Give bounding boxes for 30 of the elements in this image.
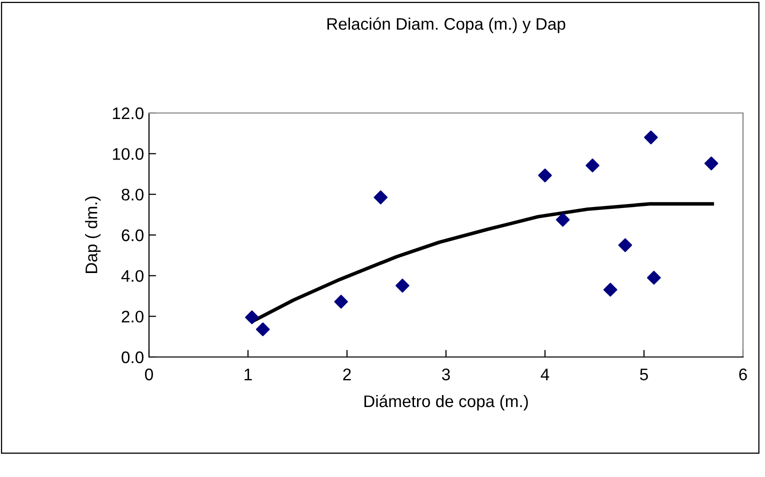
point bbox=[586, 158, 600, 172]
y-tick-label: 6.0 bbox=[122, 229, 144, 242]
point bbox=[374, 190, 388, 204]
point bbox=[396, 278, 410, 293]
y-tick-label: 0.0 bbox=[122, 351, 144, 364]
y-axis-title: Dap ( dm.) bbox=[85, 196, 101, 273]
x-tick-label: 6 bbox=[739, 368, 747, 380]
chart-title: Relación Diam. Copa (m.) y Dap bbox=[327, 17, 566, 34]
point bbox=[556, 212, 570, 227]
y-tick-label: 10.0 bbox=[112, 148, 144, 160]
point bbox=[245, 310, 259, 324]
y-tick-label: 8.0 bbox=[122, 188, 144, 201]
x-axis-title: Diámetro de copa (m.) bbox=[364, 394, 528, 410]
x-tick-label: 4 bbox=[540, 368, 550, 380]
y-tick-label: 2.0 bbox=[122, 310, 144, 323]
x-tick-label: 1 bbox=[244, 368, 252, 380]
y-tick-label: 4.0 bbox=[121, 270, 144, 282]
x-tick-label: 0 bbox=[145, 368, 153, 380]
point bbox=[256, 322, 270, 336]
point bbox=[538, 168, 552, 182]
point bbox=[618, 238, 632, 252]
x-tick-label: 3 bbox=[442, 368, 450, 380]
point bbox=[644, 130, 658, 144]
point bbox=[704, 156, 718, 170]
point bbox=[646, 270, 661, 285]
x-tick-label: 2 bbox=[343, 368, 351, 380]
x-tick-label: 5 bbox=[640, 368, 648, 380]
point bbox=[334, 294, 348, 309]
y-tick-label: 12.0 bbox=[112, 107, 144, 120]
point bbox=[603, 282, 618, 297]
